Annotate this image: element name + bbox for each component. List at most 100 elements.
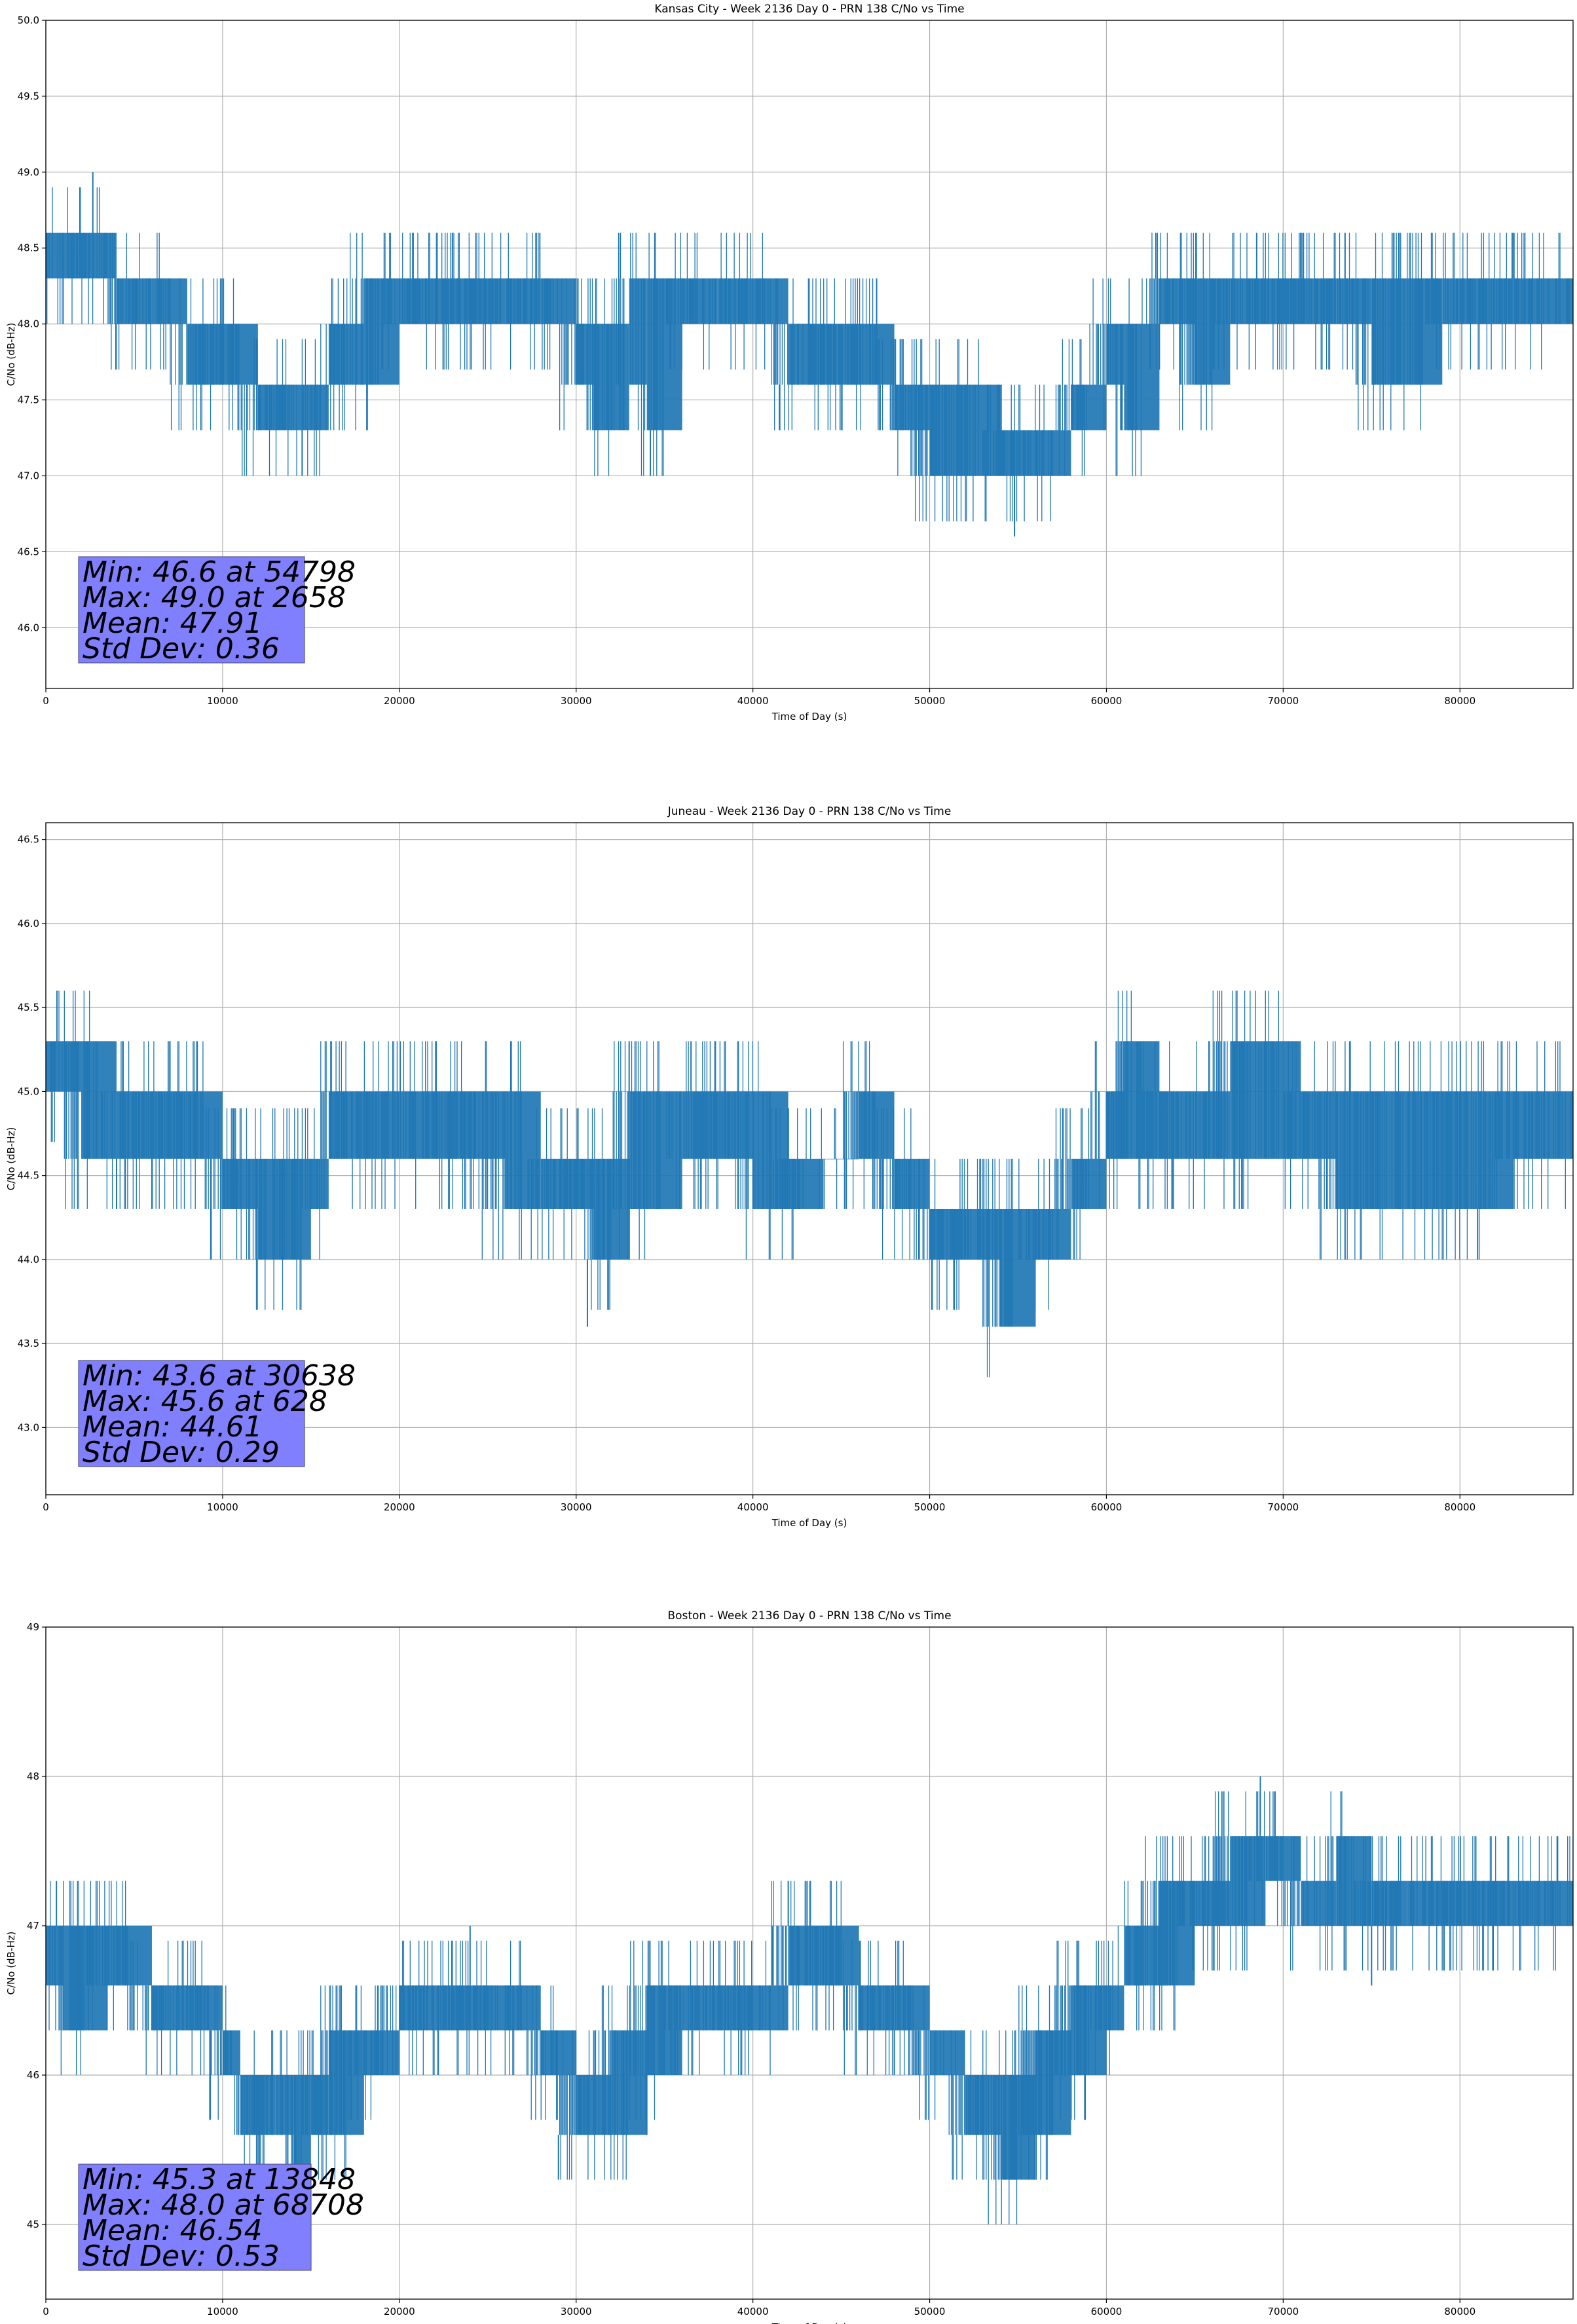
stats-box-background bbox=[78, 2164, 312, 2271]
y-tick-label: 46.0 bbox=[18, 622, 39, 633]
series-band bbox=[107, 1926, 152, 1986]
series-band bbox=[646, 278, 682, 430]
x-tick-label: 80000 bbox=[1444, 1501, 1475, 1513]
x-tick-label: 70000 bbox=[1267, 695, 1299, 707]
y-tick-label: 50.0 bbox=[18, 14, 39, 26]
series-band bbox=[929, 2030, 965, 2075]
y-tick-label: 46.0 bbox=[18, 918, 39, 929]
x-tick-label: 40000 bbox=[737, 2306, 769, 2317]
y-tick-label: 47 bbox=[27, 1920, 39, 1932]
axes-frame bbox=[45, 20, 1574, 689]
x-tick-label: 40000 bbox=[737, 1501, 769, 1513]
y-tick-label: 45.0 bbox=[18, 1085, 39, 1097]
stats-line: Std Dev: 0.53 bbox=[83, 2240, 280, 2273]
y-tick-label: 49.0 bbox=[18, 166, 39, 178]
series-band bbox=[151, 278, 187, 324]
x-tick-label: 10000 bbox=[207, 1501, 238, 1513]
y-tick-label: 45.5 bbox=[18, 1002, 39, 1013]
series-band bbox=[222, 324, 258, 385]
y-axis-label: C/No (dB-Hz) bbox=[5, 1127, 17, 1191]
series-band bbox=[540, 2030, 576, 2075]
x-tick-label: 0 bbox=[43, 695, 49, 707]
x-tick-label: 70000 bbox=[1267, 2306, 1299, 2317]
y-tick-label: 48 bbox=[27, 1771, 39, 1782]
x-tick-label: 60000 bbox=[1091, 1501, 1122, 1513]
series-band bbox=[646, 1091, 682, 1209]
series-band bbox=[187, 1091, 223, 1159]
chart-title: Juneau - Week 2136 Day 0 - PRN 138 C/No … bbox=[667, 805, 952, 818]
series-band bbox=[682, 1091, 718, 1159]
stats-box-background bbox=[78, 1360, 305, 1467]
y-tick-label: 44.5 bbox=[18, 1170, 39, 1182]
x-tick-label: 10000 bbox=[207, 695, 238, 707]
series-line bbox=[46, 990, 1573, 1378]
chart-title: Boston - Week 2136 Day 0 - PRN 138 C/No … bbox=[667, 1609, 951, 1622]
y-tick-label: 47.0 bbox=[18, 470, 39, 481]
y-tick-label: 47.5 bbox=[18, 394, 39, 406]
series-line bbox=[46, 187, 1570, 521]
stats-line: Max: 45.6 at 628 bbox=[83, 1385, 327, 1418]
series-band bbox=[1513, 278, 1573, 324]
x-tick-label: 20000 bbox=[384, 1501, 415, 1513]
x-tick-label: 50000 bbox=[914, 2306, 946, 2317]
stats-line: Mean: 46.54 bbox=[83, 2214, 263, 2247]
chart-2: 0 10000 20000 30000 40000 50000 60000 70000 8000… bbox=[5, 805, 1574, 1529]
axes-frame bbox=[45, 1626, 1574, 2300]
x-axis-label: Time of Day (s) bbox=[771, 2321, 847, 2324]
x-tick-label: 60000 bbox=[1091, 695, 1122, 707]
stats-line: Max: 48.0 at 68708 bbox=[83, 2188, 364, 2222]
x-tick-label: 60000 bbox=[1091, 2306, 1122, 2317]
series-band bbox=[788, 1159, 824, 1209]
stats-line: Min: 43.6 at 30638 bbox=[83, 1359, 356, 1393]
chart-panels: 0 10000 20000 30000 40000 50000 60000 70000 8000… bbox=[5, 3, 1574, 2324]
x-axis-label: Time of Day (s) bbox=[771, 711, 847, 722]
x-tick-label: 80000 bbox=[1444, 695, 1475, 707]
axes-frame bbox=[45, 822, 1574, 1495]
stats-box-background bbox=[78, 556, 305, 664]
x-tick-label: 50000 bbox=[914, 695, 946, 707]
series-band bbox=[1000, 430, 1036, 476]
y-axis-label: C/No (dB-Hz) bbox=[5, 1932, 17, 1995]
x-tick-label: 40000 bbox=[737, 695, 769, 707]
series-c-no bbox=[46, 1776, 1573, 2224]
stats-line: Min: 45.3 at 13848 bbox=[83, 2163, 356, 2196]
y-axis-label: C/No (dB-Hz) bbox=[5, 323, 17, 386]
stats-line: Std Dev: 0.29 bbox=[83, 1436, 280, 1469]
x-tick-label: 0 bbox=[43, 1501, 49, 1513]
y-tick-label: 46 bbox=[27, 2069, 39, 2081]
chart-3: 0 10000 20000 30000 40000 50000 60000 70000 8000… bbox=[5, 1609, 1574, 2324]
x-tick-label: 0 bbox=[43, 2306, 49, 2317]
series-band bbox=[682, 278, 718, 324]
series-band bbox=[540, 278, 576, 324]
series-band bbox=[1035, 1209, 1071, 1260]
series-band bbox=[257, 1159, 293, 1260]
stats-line: Mean: 47.91 bbox=[83, 607, 263, 640]
series-band bbox=[275, 2075, 293, 2135]
stats-line: Mean: 44.61 bbox=[83, 1410, 263, 1444]
y-tick-label: 49.5 bbox=[18, 90, 39, 102]
series-band bbox=[505, 1985, 541, 2031]
stats-line: Min: 46.6 at 54798 bbox=[83, 555, 356, 589]
series-band bbox=[859, 1985, 895, 2031]
x-tick-label: 20000 bbox=[384, 2306, 415, 2317]
x-tick-label: 30000 bbox=[561, 2306, 592, 2317]
y-tick-label: 49 bbox=[27, 1621, 39, 1633]
x-tick-label: 80000 bbox=[1444, 2306, 1475, 2317]
x-tick-label: 30000 bbox=[561, 1501, 592, 1513]
stats-line: Max: 49.0 at 2658 bbox=[83, 581, 346, 614]
series-band bbox=[1035, 430, 1071, 476]
y-tick-label: 46.5 bbox=[18, 546, 39, 557]
y-tick-label: 43.0 bbox=[18, 1421, 39, 1433]
series-band bbox=[576, 324, 594, 385]
y-tick-label: 43.5 bbox=[18, 1338, 39, 1349]
x-tick-label: 20000 bbox=[384, 695, 415, 707]
series-c-no bbox=[46, 172, 1573, 537]
series-band bbox=[1371, 278, 1407, 385]
stats-line: Std Dev: 0.36 bbox=[83, 632, 280, 665]
x-axis-label: Time of Day (s) bbox=[771, 1517, 847, 1529]
series-band bbox=[1513, 1881, 1573, 1926]
